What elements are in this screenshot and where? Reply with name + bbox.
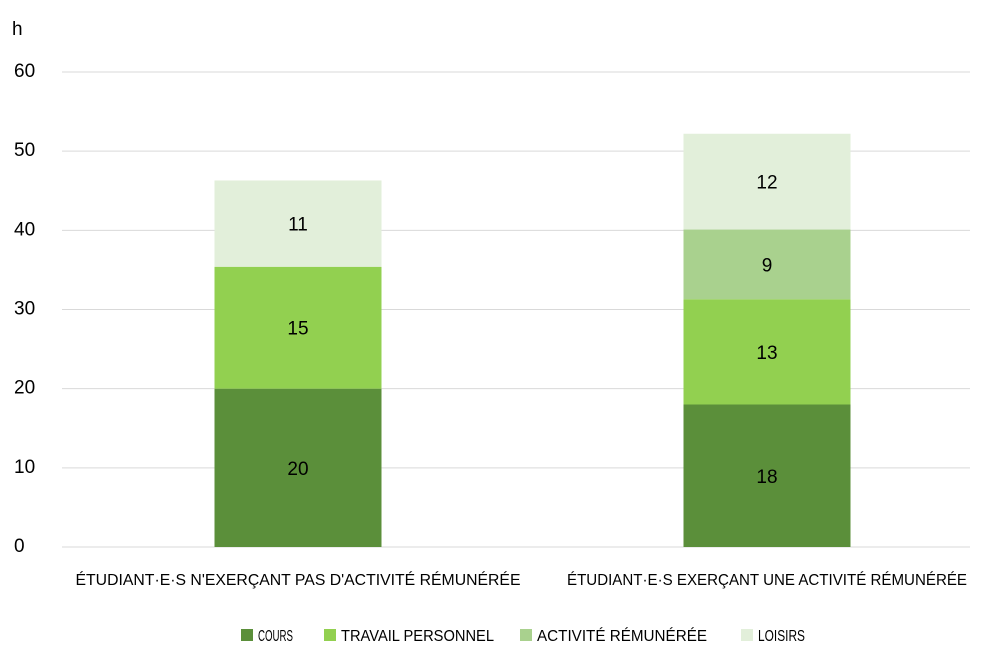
- legend-label: ACTIVITÉ RÉMUNÉRÉE: [537, 626, 707, 645]
- y-axis-label: h: [12, 19, 23, 40]
- data-label: 9: [762, 255, 773, 276]
- bar-segment: [683, 299, 851, 405]
- y-tick-label: 20: [14, 378, 35, 399]
- data-label: 15: [287, 319, 308, 340]
- legend-label: LOISIRS: [758, 628, 805, 645]
- legend-label: TRAVAIL PERSONNEL: [341, 628, 494, 645]
- bar-segment: [683, 133, 851, 230]
- legend-swatch: [741, 629, 753, 641]
- bar-segment: [214, 388, 382, 547]
- legend-label: COURS: [258, 628, 293, 645]
- y-tick-label: 0: [14, 536, 25, 557]
- bar-segment: [214, 180, 382, 267]
- y-tick-label: 60: [14, 61, 35, 82]
- data-label: 18: [756, 467, 777, 488]
- y-tick-label: 50: [14, 140, 35, 161]
- data-label: 20: [287, 459, 308, 480]
- y-tick-label: 40: [14, 219, 35, 240]
- bar-segment: [683, 229, 851, 300]
- y-tick-label: 30: [14, 299, 35, 320]
- data-label: 12: [756, 173, 777, 194]
- bar-segment: [214, 266, 382, 389]
- data-label: 13: [756, 343, 777, 364]
- x-tick-label: ÉTUDIANT·E·S N'EXERÇANT PAS D'ACTIVITÉ R…: [76, 570, 521, 589]
- y-tick-label: 10: [14, 457, 35, 478]
- legend-swatch: [324, 629, 336, 641]
- x-tick-label: ÉTUDIANT·E·S EXERÇANT UNE ACTIVITÉ RÉMUN…: [567, 570, 967, 589]
- legend-swatch: [241, 629, 253, 641]
- bar-segment: [683, 404, 851, 547]
- data-label: 11: [288, 215, 308, 236]
- legend-swatch: [520, 629, 532, 641]
